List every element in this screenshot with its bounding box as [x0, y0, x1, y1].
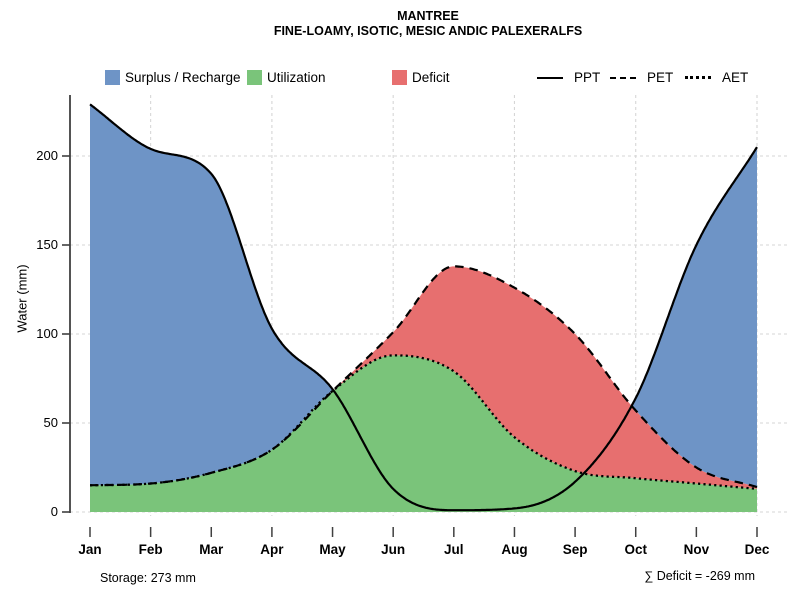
pet-line — [90, 265, 758, 489]
legend-label-aet: AET — [722, 70, 749, 85]
legend-item-utilization: Utilization — [247, 69, 326, 86]
x-tick-label: Sep — [562, 542, 588, 557]
surplus-swatch-icon — [105, 70, 120, 85]
deficit-sum-annotation: ∑ Deficit = -269 mm — [644, 569, 755, 583]
ppt-line — [89, 103, 758, 512]
chart-subtitle: FINE-LOAMY, ISOTIC, MESIC ANDIC PALEXERA… — [273, 24, 583, 38]
legend-item-deficit: Deficit — [392, 69, 450, 86]
legend-label-ppt: PPT — [574, 70, 601, 85]
deficit-area — [333, 266, 757, 489]
x-tick-label: Jul — [444, 542, 464, 557]
legend-label-deficit: Deficit — [412, 70, 450, 85]
x-tick-label: Aug — [501, 542, 528, 557]
y-tick-label: 50 — [43, 415, 58, 430]
y-tick-label: 150 — [36, 237, 58, 252]
utilization-swatch-icon — [247, 70, 262, 85]
dotted-line-icon — [685, 76, 711, 79]
y-tick-label: 0 — [50, 504, 58, 519]
storage-annotation: Storage: 273 mm — [100, 571, 196, 585]
solid-line-icon — [537, 76, 563, 79]
x-tick-label: Apr — [260, 542, 284, 557]
x-tick-label: Nov — [683, 542, 710, 557]
dashed-line-icon — [610, 76, 636, 79]
x-tick-label: Jun — [381, 542, 406, 557]
legend-item-surplus: Surplus / Recharge — [105, 69, 241, 86]
x-tick-label: Mar — [199, 542, 224, 557]
x-tick-label: May — [319, 542, 346, 557]
deficit-swatch-icon — [392, 70, 407, 85]
legend-label-utilization: Utilization — [267, 70, 326, 85]
x-tick-label: Jan — [78, 542, 102, 557]
surplus-recharge-area — [631, 147, 757, 488]
surplus-recharge-area — [90, 104, 334, 486]
x-tick-label: Oct — [624, 542, 647, 557]
legend-item-ppt: PPT — [537, 69, 600, 86]
legend-item-aet: AET — [685, 69, 748, 86]
legend-label-surplus: Surplus / Recharge — [125, 70, 241, 85]
aet-line — [90, 354, 758, 491]
legend-item-pet: PET — [610, 69, 673, 86]
legend-label-pet: PET — [647, 70, 674, 85]
y-tick-label: 200 — [36, 148, 58, 163]
x-tick-label: Feb — [138, 542, 163, 557]
y-tick-label: 100 — [36, 326, 58, 341]
chart-title: MANTREE — [397, 9, 459, 23]
x-tick-label: Dec — [744, 542, 770, 557]
utilization-area — [90, 355, 757, 512]
